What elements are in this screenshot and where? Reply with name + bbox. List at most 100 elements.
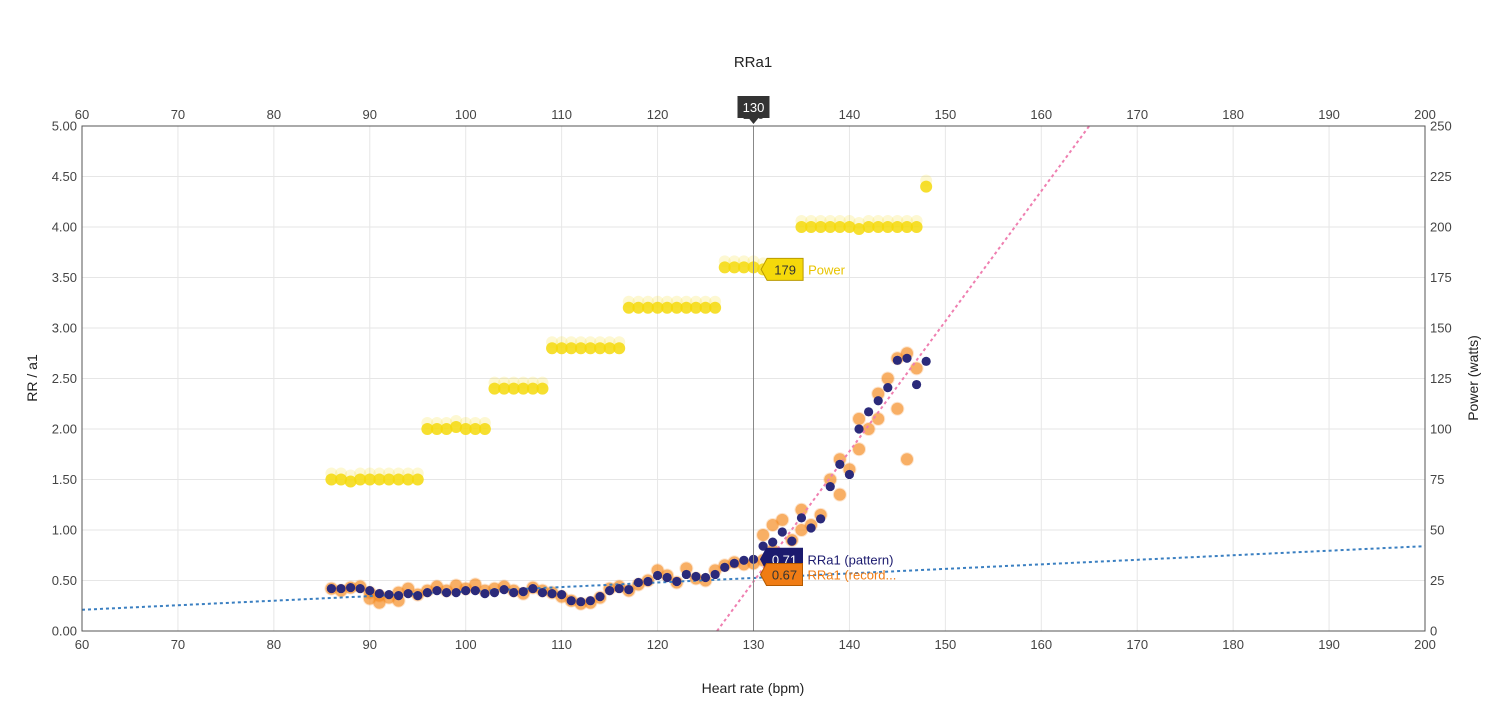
pattern-point xyxy=(528,583,538,594)
pattern-point xyxy=(864,407,874,417)
y-tick-left: 0.00 xyxy=(52,624,77,639)
pattern-point xyxy=(873,396,883,406)
y-axis-left: 0.00 0.50 1.00 1.50 2.00 2.50 3.00 3.50 4.00 4.50… xyxy=(52,119,77,639)
pattern-point xyxy=(480,589,490,599)
power-point xyxy=(488,382,501,395)
pattern-point xyxy=(470,586,480,596)
tooltip-recorded-box xyxy=(759,562,803,586)
power-point xyxy=(373,473,386,486)
recorded-point xyxy=(766,518,779,531)
pattern-point xyxy=(614,583,624,594)
power-point xyxy=(517,382,530,395)
y-tick-left: 5.00 xyxy=(52,119,77,134)
pattern-point xyxy=(326,583,337,594)
power-point xyxy=(363,473,376,486)
power-point xyxy=(670,301,683,314)
x-tick-bottom: 180 xyxy=(1222,637,1244,652)
power-point xyxy=(651,301,664,314)
pattern-point xyxy=(729,558,739,568)
x-tick-top: 120 xyxy=(647,107,669,122)
pattern-point xyxy=(624,584,634,595)
x-tick-top: 170 xyxy=(1126,107,1148,122)
power-point xyxy=(354,473,367,486)
tooltip-power-value: 179 xyxy=(774,262,796,277)
power-point xyxy=(411,473,424,486)
pattern-point xyxy=(691,571,701,582)
power-point xyxy=(814,221,827,233)
pattern-point xyxy=(374,589,384,599)
power-point xyxy=(632,301,645,314)
x-tick-bottom: 160 xyxy=(1030,637,1052,652)
pattern-point xyxy=(835,459,845,469)
recorded-point xyxy=(824,473,837,486)
pattern-point xyxy=(739,555,749,565)
x-tick-top: 150 xyxy=(935,107,957,122)
y-tick-left: 3.50 xyxy=(52,270,77,285)
x-tick-top: 180 xyxy=(1222,107,1244,122)
pattern-point xyxy=(825,481,835,492)
pattern-point xyxy=(365,586,375,596)
recorded-point xyxy=(853,443,866,456)
power-point xyxy=(498,382,511,395)
power-point xyxy=(661,301,674,314)
y-tick-right: 175 xyxy=(1430,270,1452,285)
power-point xyxy=(862,221,875,233)
y-tick-right: 25 xyxy=(1430,573,1444,588)
tooltip-power-label: Power xyxy=(808,262,846,277)
power-point xyxy=(699,301,712,314)
x-tick-bottom: 170 xyxy=(1126,637,1148,652)
crosshair-label-text: 130 xyxy=(743,100,765,115)
pattern-point xyxy=(662,572,672,583)
power-point xyxy=(325,473,338,486)
crosshair-label: 130 xyxy=(737,96,770,124)
power-point xyxy=(536,382,549,395)
pattern-point xyxy=(806,523,816,533)
pattern-point xyxy=(672,576,682,587)
pattern-point xyxy=(633,577,643,588)
x-tick-bottom: 60 xyxy=(75,637,89,652)
power-point xyxy=(622,301,635,314)
x-tick-top: 110 xyxy=(551,107,572,122)
pattern-point xyxy=(336,583,346,594)
pattern-point xyxy=(854,424,864,434)
x-tick-top: 60 xyxy=(75,107,89,122)
recorded-point xyxy=(363,592,376,605)
power-point xyxy=(594,342,607,355)
pattern-point xyxy=(461,586,471,596)
tooltip-recorded-label: RRa1 (record... xyxy=(808,567,897,582)
x-tick-bottom: 150 xyxy=(935,637,957,652)
power-point xyxy=(440,423,453,435)
trendline-pink xyxy=(716,125,1091,632)
pattern-point xyxy=(643,576,653,587)
pattern-point xyxy=(355,583,365,594)
pattern-point xyxy=(432,586,442,596)
x-tick-bottom: 70 xyxy=(171,637,185,652)
pattern-point xyxy=(518,587,528,597)
recorded-point xyxy=(891,402,904,415)
y-tick-right: 75 xyxy=(1430,472,1444,487)
power-point xyxy=(555,342,568,355)
pattern-point xyxy=(346,582,356,593)
power-point xyxy=(613,342,626,355)
pattern-point xyxy=(509,588,519,598)
recorded-point xyxy=(872,387,885,400)
pattern-point xyxy=(844,469,855,480)
pattern-point xyxy=(700,572,711,583)
y-tick-right: 50 xyxy=(1430,523,1444,538)
y-tick-left: 1.50 xyxy=(52,472,77,487)
crosshair-label-bg xyxy=(737,96,770,118)
power-point xyxy=(872,221,885,233)
power-point xyxy=(843,221,856,233)
power-point xyxy=(689,301,702,314)
recorded-point xyxy=(872,412,885,425)
recorded-point xyxy=(910,362,923,375)
pattern-point xyxy=(557,590,567,600)
pattern-point xyxy=(441,588,452,598)
y-axis-left-label: RR / a1 xyxy=(24,354,40,402)
power-point xyxy=(469,423,482,435)
x-axis-label: Heart rate (bpm) xyxy=(702,680,805,696)
x-tick-bottom: 80 xyxy=(267,637,281,652)
pattern-point xyxy=(422,588,432,598)
recorded-point xyxy=(757,529,770,542)
